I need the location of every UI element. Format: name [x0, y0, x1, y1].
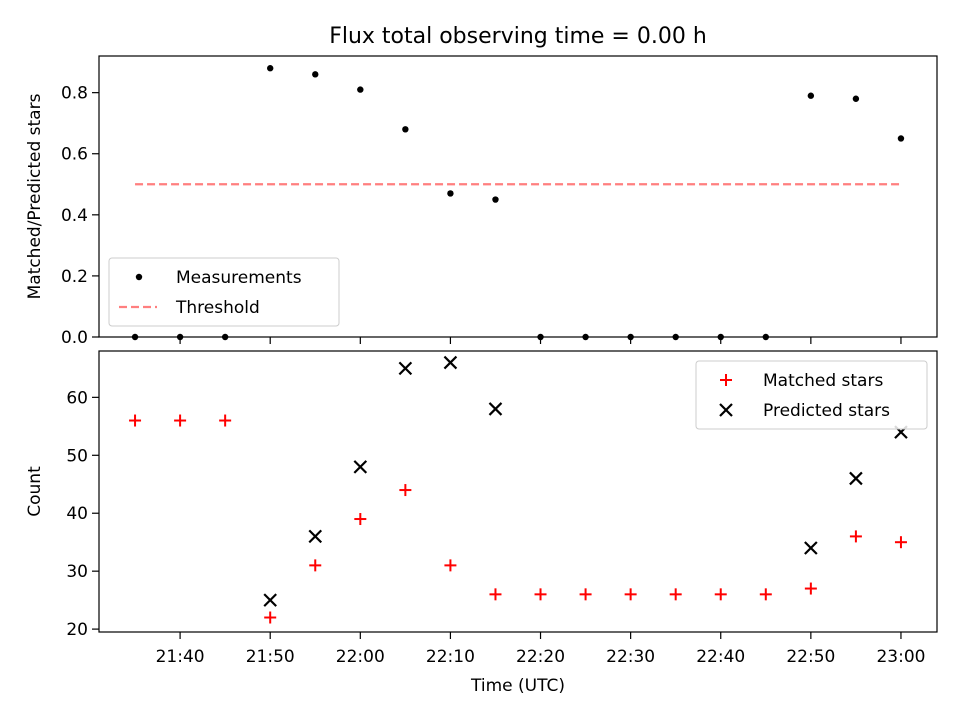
- bottom-panel: 20 30 40 50 60 Count 21:40 21:50 22:00 22:10 22:20…: [25, 350, 938, 696]
- bottom-predicted-stars-point: [443, 355, 458, 370]
- top-legend-measurements-label: Measurements: [176, 268, 302, 288]
- bottom-predicted-stars-point: [849, 471, 863, 486]
- top-legend-threshold-label: Threshold: [175, 298, 260, 318]
- top-ylabel: Matched/Predicted stars: [25, 93, 45, 299]
- xtick-label: 22:30: [606, 647, 655, 667]
- xtick-label: 21:40: [156, 647, 205, 667]
- bottom-ylabel: Count: [25, 466, 45, 517]
- bottom-matched-stars-point: [714, 588, 727, 601]
- bottom-predicted-stars-point-b: [353, 460, 368, 474]
- bottom-legend: Matched stars Predicted stars: [695, 360, 928, 430]
- top-measurements-point: [807, 92, 815, 99]
- bottom-matched-stars-point: [849, 530, 862, 543]
- bottom-ytick-label: 40: [66, 504, 88, 524]
- bottom-matched-stars-point: [894, 536, 907, 549]
- top-legend-box: [108, 257, 340, 327]
- bottom-ytick-label: 60: [66, 388, 88, 408]
- top-measurements-point: [492, 196, 499, 203]
- bottom-matched-stars-point: [759, 588, 772, 601]
- bottom-matched-stars-point: [129, 414, 142, 427]
- top-ytick-label: 0.0: [61, 328, 88, 348]
- top-measurements-point: [357, 86, 364, 93]
- chart-title: Flux total observing time = 0.00 h: [329, 24, 707, 49]
- bottom-predicted-stars-point: [804, 541, 818, 555]
- bottom-predicted-stars-point-b: [849, 471, 863, 486]
- top-axes-frame: [98, 55, 938, 338]
- bottom-predicted-stars-point-b: [488, 402, 503, 416]
- bottom-axes-frame: [98, 350, 938, 633]
- bottom-predicted-stars-point-b: [263, 593, 277, 607]
- bottom-ytick-label: 30: [66, 562, 88, 582]
- top-ytick-label: 0.2: [61, 267, 88, 287]
- bottom-legend-matched-stars-label: Matched stars: [763, 371, 883, 391]
- xtick-label: 22:50: [786, 647, 835, 667]
- bottom-predicted-stars-point-b: [443, 355, 458, 370]
- xtick-label: 22:00: [336, 647, 385, 667]
- bottom-matched-stars-point: [354, 513, 367, 526]
- bottom-legend-predicted-stars-label: Predicted stars: [763, 401, 890, 421]
- bottom-legend-predicted-stars-swatch: [719, 403, 733, 417]
- bottom-predicted-stars-point: [488, 402, 503, 416]
- top-ytick-label: 0.6: [61, 145, 88, 165]
- bottom-matched-stars-point: [534, 588, 547, 601]
- bottom-predicted-stars-point-b: [308, 529, 323, 544]
- bottom-predicted-stars-point: [398, 361, 413, 376]
- bottom-predicted-stars-point-b: [398, 361, 413, 376]
- bottom-matched-stars-point: [264, 611, 277, 624]
- bottom-legend-matched-stars-swatch: [720, 374, 732, 386]
- top-ytick-label: 0.4: [61, 206, 88, 226]
- top-measurements-point: [447, 190, 454, 197]
- bottom-matched-stars-point: [669, 588, 682, 601]
- bottom-predicted-stars-point: [263, 593, 277, 607]
- bottom-matched-stars-point: [624, 588, 637, 601]
- top-panel: 0.0 0.2 0.4 0.6 0.8 Matched/Predicted stars Me…: [25, 55, 938, 348]
- xtick-label: 21:50: [246, 647, 295, 667]
- top-measurements-point: [402, 126, 409, 133]
- bottom-legend-predicted-stars-swatch-b: [719, 403, 733, 417]
- xtick-label: 22:40: [696, 647, 745, 667]
- xtick-label: 22:20: [516, 647, 565, 667]
- top-measurements-point: [897, 135, 905, 142]
- top-measurements-point: [852, 95, 860, 102]
- top-measurements-point: [312, 71, 319, 78]
- top-measurements-point: [267, 65, 274, 72]
- xlabel: Time (UTC): [470, 676, 565, 696]
- bottom-matched-stars-point: [444, 559, 457, 572]
- xtick-label: 22:10: [426, 647, 475, 667]
- bottom-predicted-stars-point: [353, 460, 368, 474]
- bottom-ytick-label: 20: [66, 620, 88, 640]
- bottom-predicted-stars-point-b: [804, 541, 818, 555]
- bottom-matched-stars-point: [579, 588, 592, 601]
- bottom-predicted-stars-point: [308, 529, 323, 544]
- top-legend-measurements-swatch: [135, 273, 143, 281]
- bottom-matched-stars-point: [309, 559, 322, 572]
- bottom-ytick-label: 50: [66, 446, 88, 466]
- bottom-matched-stars-point: [219, 414, 232, 427]
- bottom-matched-stars-point: [399, 484, 412, 497]
- xtick-label: 23:00: [876, 647, 925, 667]
- top-legend: Measurements Threshold: [108, 257, 340, 327]
- bottom-matched-stars-point: [489, 588, 502, 601]
- bottom-matched-stars-point: [174, 414, 187, 427]
- bottom-matched-stars-point: [804, 582, 817, 595]
- top-ytick-label: 0.8: [61, 84, 88, 104]
- bottom-legend-box: [695, 360, 928, 430]
